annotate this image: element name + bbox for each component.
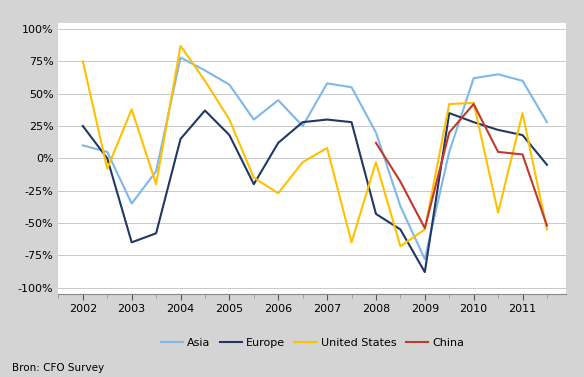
- United States: [274, 191, 281, 196]
- China: [495, 150, 502, 154]
- Europe: [274, 141, 281, 145]
- United States: [348, 240, 355, 245]
- Europe: [201, 108, 208, 113]
- United States: [324, 146, 331, 150]
- Line: Europe: Europe: [83, 110, 547, 272]
- United States: [251, 175, 258, 180]
- United States: [495, 210, 502, 215]
- Europe: [104, 156, 111, 161]
- China: [373, 141, 380, 145]
- Europe: [226, 133, 233, 137]
- China: [544, 223, 551, 228]
- Asia: [446, 150, 453, 154]
- United States: [397, 244, 404, 248]
- Europe: [446, 111, 453, 115]
- Asia: [104, 150, 111, 154]
- Europe: [421, 270, 428, 274]
- United States: [446, 102, 453, 106]
- Asia: [470, 76, 477, 80]
- Europe: [544, 162, 551, 167]
- Europe: [495, 128, 502, 132]
- United States: [152, 182, 159, 187]
- Asia: [152, 169, 159, 173]
- Asia: [251, 117, 258, 122]
- Asia: [299, 124, 306, 128]
- Asia: [421, 257, 428, 261]
- United States: [177, 44, 184, 48]
- Europe: [299, 120, 306, 124]
- Line: United States: United States: [83, 46, 547, 246]
- Europe: [324, 117, 331, 122]
- Europe: [152, 231, 159, 236]
- Europe: [128, 240, 135, 245]
- Europe: [177, 137, 184, 141]
- United States: [104, 166, 111, 171]
- United States: [79, 59, 86, 64]
- Asia: [373, 130, 380, 135]
- Asia: [397, 204, 404, 208]
- United States: [201, 78, 208, 83]
- United States: [470, 101, 477, 105]
- Line: China: China: [376, 104, 547, 228]
- Asia: [274, 98, 281, 103]
- Europe: [348, 120, 355, 124]
- United States: [299, 160, 306, 164]
- China: [446, 130, 453, 135]
- Asia: [495, 72, 502, 77]
- China: [470, 102, 477, 106]
- United States: [519, 111, 526, 115]
- United States: [544, 227, 551, 232]
- Legend: Asia, Europe, United States, China: Asia, Europe, United States, China: [161, 338, 464, 348]
- Asia: [348, 85, 355, 89]
- United States: [128, 107, 135, 112]
- Line: Asia: Asia: [83, 58, 547, 259]
- United States: [373, 160, 380, 164]
- Asia: [201, 68, 208, 73]
- Europe: [251, 182, 258, 187]
- Europe: [470, 120, 477, 124]
- United States: [226, 117, 233, 122]
- Asia: [177, 55, 184, 60]
- Asia: [544, 120, 551, 124]
- United States: [421, 227, 428, 232]
- Europe: [79, 124, 86, 128]
- China: [519, 152, 526, 157]
- Text: Bron: CFO Survey: Bron: CFO Survey: [12, 363, 104, 373]
- China: [397, 179, 404, 184]
- Asia: [519, 78, 526, 83]
- Asia: [324, 81, 331, 86]
- China: [421, 226, 428, 230]
- Asia: [226, 83, 233, 87]
- Asia: [128, 201, 135, 206]
- Asia: [79, 143, 86, 148]
- Europe: [397, 227, 404, 232]
- Europe: [519, 133, 526, 137]
- Europe: [373, 211, 380, 216]
